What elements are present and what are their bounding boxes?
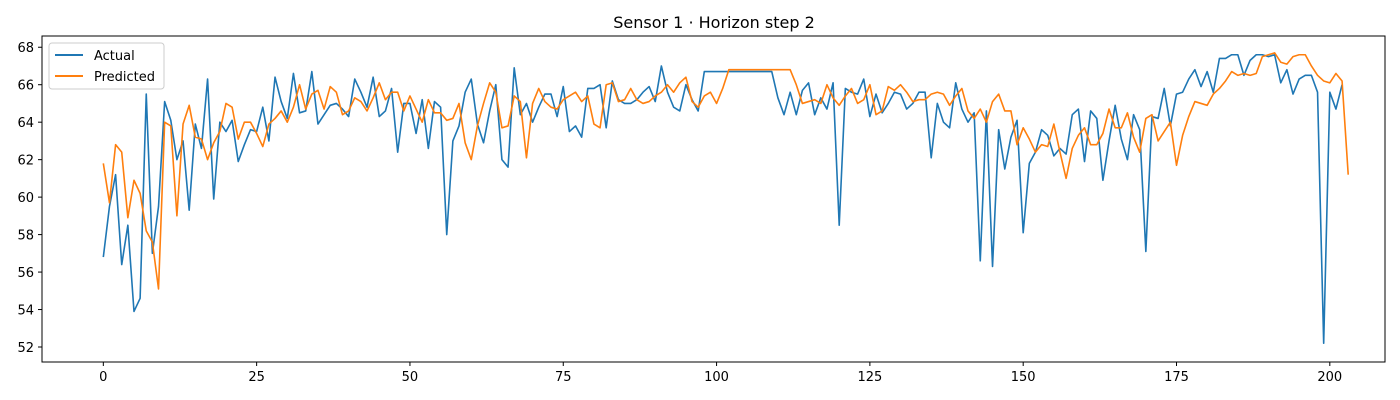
x-tick-label: 150 <box>1011 370 1036 385</box>
plot-frame <box>41 35 1386 363</box>
y-axis: 52 54 56 58 60 62 64 66 68 <box>17 41 42 356</box>
legend-label-actual: Actual <box>94 49 135 64</box>
y-tick-label: 68 <box>17 41 34 56</box>
y-tick-label: 56 <box>17 266 34 281</box>
x-axis: 0 25 50 75 100 125 150 175 200 <box>99 362 1342 385</box>
x-tick-label: 50 <box>402 370 419 385</box>
y-tick-label: 58 <box>17 229 34 244</box>
x-tick-label: 200 <box>1317 370 1342 385</box>
x-tick-label: 175 <box>1164 370 1189 385</box>
x-tick-label: 100 <box>704 370 729 385</box>
plot-area: 0 25 50 75 100 125 150 175 200 52 54 56 58 60 62 64 66 6… <box>17 35 1386 385</box>
y-tick-label: 52 <box>17 341 34 356</box>
x-tick-label: 0 <box>99 370 107 385</box>
series-line-predicted <box>102 52 1350 290</box>
legend-label-predicted: Predicted <box>94 70 155 85</box>
legend: Actual Predicted <box>48 42 165 90</box>
y-tick-label: 66 <box>17 79 34 94</box>
x-tick-label: 25 <box>248 370 265 385</box>
series-layer <box>102 52 1350 345</box>
y-tick-label: 64 <box>17 116 34 131</box>
x-tick-label: 125 <box>857 370 882 385</box>
y-tick-label: 54 <box>17 304 34 319</box>
y-tick-label: 60 <box>17 191 34 206</box>
y-tick-label: 62 <box>17 154 34 169</box>
series-line-actual <box>102 53 1343 345</box>
chart-title: Sensor 1 · Horizon step 2 <box>613 13 815 32</box>
x-tick-label: 75 <box>555 370 572 385</box>
